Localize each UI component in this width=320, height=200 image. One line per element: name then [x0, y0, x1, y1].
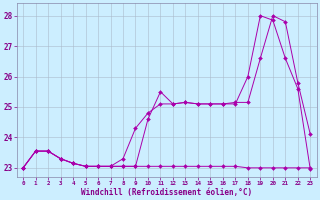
X-axis label: Windchill (Refroidissement éolien,°C): Windchill (Refroidissement éolien,°C)	[81, 188, 252, 197]
